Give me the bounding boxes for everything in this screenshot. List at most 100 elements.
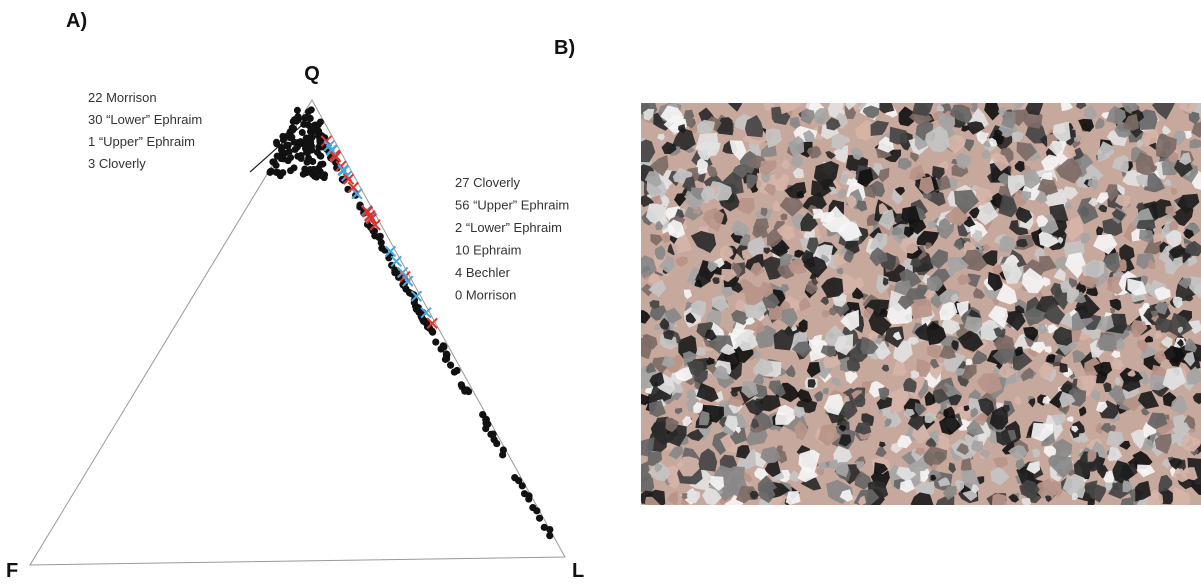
grain [1021,267,1045,294]
grain [747,236,766,257]
grain [675,256,688,267]
grain [1114,377,1122,387]
grain [785,491,801,505]
point [319,172,327,180]
grain [1170,395,1188,415]
grain [760,171,771,184]
grain [644,171,662,188]
grain [1188,110,1200,125]
grain [1096,401,1108,413]
grain [878,387,890,401]
grain [983,140,991,148]
grain [706,309,721,326]
point [432,338,440,346]
grain [712,365,730,380]
grain [1096,315,1115,332]
point [307,123,315,131]
grain [706,164,718,178]
grain [753,383,768,398]
grain [691,300,707,318]
grain [1084,105,1098,122]
grain [846,178,859,187]
grain [993,129,1003,137]
grain [924,412,938,424]
grain [990,467,1010,486]
grain [903,377,917,393]
grain [1107,445,1123,461]
grain [873,462,888,474]
grain [1112,482,1120,491]
group-label: 10 Ephraim [455,243,521,258]
grain [898,106,915,127]
point [317,118,325,126]
grain [924,242,932,250]
grain [1016,142,1037,162]
grain [1093,234,1118,255]
grain [648,400,666,418]
grain [1097,141,1114,163]
grain [712,295,729,312]
grain [964,316,983,333]
grain [1096,226,1104,236]
grain [1045,324,1059,334]
grain [938,113,955,133]
group-label: 30 “Lower” Ephraim [88,112,202,127]
grain [757,475,778,494]
grain [761,256,786,280]
grain [852,287,864,300]
grain [928,221,937,229]
grain [670,231,692,254]
grain [972,349,988,365]
grain [1159,241,1169,254]
grain [798,449,820,473]
grain [641,366,657,390]
grain [879,308,888,318]
grain [1087,498,1095,505]
grain [744,286,763,306]
grain [1137,464,1156,478]
grain [1127,278,1147,296]
grain [1093,361,1113,377]
grain [910,257,922,268]
grain [889,126,908,145]
grain [686,429,704,442]
grain [973,201,999,226]
grain [1153,233,1164,243]
grain [1163,179,1172,187]
grain [1147,259,1156,270]
grain [1154,286,1171,301]
grain [674,366,693,382]
grain [765,128,782,148]
grain [668,445,684,460]
grain [858,495,867,505]
grain [946,256,970,274]
grain [854,277,865,289]
point [529,503,537,512]
grain [1186,366,1201,385]
grain [1135,174,1149,187]
grain [1127,369,1136,377]
grain [1079,406,1087,417]
grain [694,279,703,288]
cross-marker [410,290,423,302]
grain [879,441,886,448]
grain [820,296,829,306]
grain [987,271,1004,292]
grain [941,317,961,335]
grain [870,120,889,136]
grain [828,459,839,470]
point [290,138,298,146]
grain [948,394,962,406]
point [289,126,297,134]
grain [927,189,946,207]
grain [1062,475,1080,495]
grain [645,362,657,374]
grain [810,180,832,198]
grain [1014,346,1024,357]
grain [912,103,934,117]
grain [686,489,700,504]
grain [1078,118,1095,132]
grain [772,200,781,212]
